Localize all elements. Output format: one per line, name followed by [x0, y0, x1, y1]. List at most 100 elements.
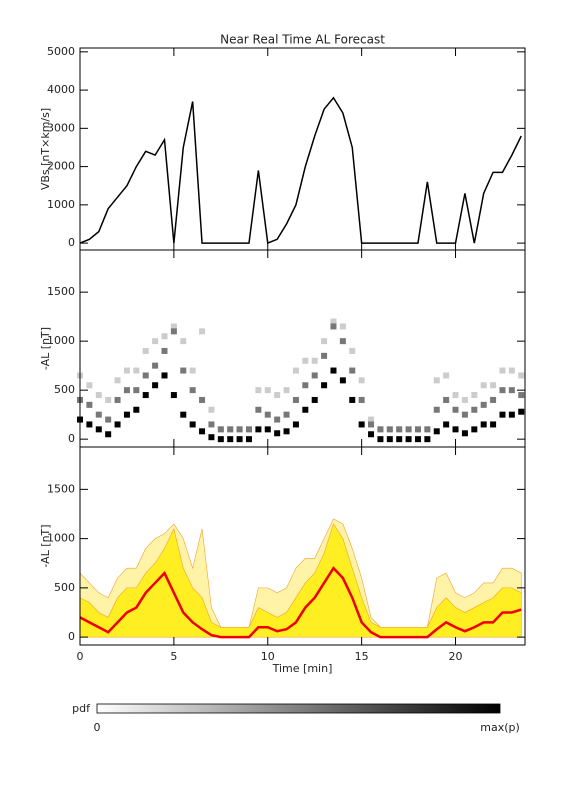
pdf-cell — [142, 347, 149, 354]
pdf-cell — [217, 436, 224, 443]
colorbar — [96, 703, 501, 714]
pdf-cell — [227, 436, 234, 443]
pdf-cell — [264, 426, 271, 433]
pdf-cell — [227, 426, 234, 433]
pdf-cell — [208, 434, 215, 441]
pdf-cell — [490, 382, 497, 389]
pdf-cell — [518, 392, 525, 399]
pdf-cell — [302, 382, 309, 389]
y-axis-label: -AL [nT] — [39, 524, 52, 567]
y-tick-label: 0 — [68, 432, 75, 445]
pdf-cell — [199, 396, 206, 403]
pdf-cell — [414, 436, 421, 443]
colorbar-max: max(p) — [480, 721, 520, 734]
colorbar-min: 0 — [94, 721, 101, 734]
pdf-cell — [405, 426, 412, 433]
pdf-cell — [330, 367, 337, 374]
pdf-cell — [358, 396, 365, 403]
pdf-cell — [349, 347, 356, 354]
pdf-cell — [142, 392, 149, 399]
pdf-cell — [208, 406, 215, 413]
pdf-cell — [274, 392, 281, 399]
pdf-cell — [255, 387, 262, 394]
pdf-cell — [443, 396, 450, 403]
pdf-cell — [105, 416, 112, 423]
pdf-cell — [114, 377, 121, 384]
pdf-cell — [152, 338, 159, 345]
pdf-cell — [424, 426, 431, 433]
pdf-cell — [330, 318, 337, 325]
pdf-cell — [339, 377, 346, 384]
pdf-cell — [405, 436, 412, 443]
x-tick-label: 15 — [355, 650, 369, 663]
pdf-cell — [292, 396, 299, 403]
pdf-cell — [142, 372, 149, 379]
pdf-cell — [433, 428, 440, 435]
pdf-cell — [86, 421, 93, 428]
x-axis-label: Time [min] — [272, 662, 333, 675]
pdf-cell — [471, 426, 478, 433]
pdf-cell — [180, 367, 187, 374]
pdf-cell — [339, 323, 346, 330]
pdf-cell — [396, 426, 403, 433]
y-tick-label: 500 — [54, 581, 75, 594]
pdf-cell — [414, 426, 421, 433]
pdf-cell — [170, 392, 177, 399]
pdf-cell — [499, 367, 506, 374]
pdf-cell — [377, 426, 384, 433]
pdf-cell — [236, 436, 243, 443]
pdf-cell — [386, 436, 393, 443]
pdf-cell — [133, 367, 140, 374]
pdf-cell — [170, 328, 177, 335]
pdf-cell — [180, 411, 187, 418]
y-axis-label: -AL [nT] — [39, 327, 52, 370]
pdf-cell — [443, 372, 450, 379]
pdf-cell — [471, 406, 478, 413]
pdf-cell — [292, 367, 299, 374]
pdf-cell — [95, 392, 102, 399]
x-tick-label: 10 — [261, 650, 275, 663]
y-tick-label: 1500 — [47, 482, 75, 495]
pdf-cell — [508, 387, 515, 394]
pdf-cell — [199, 428, 206, 435]
pdf-cell — [311, 372, 318, 379]
pdf-cell — [123, 411, 130, 418]
x-tick-label: 20 — [449, 650, 463, 663]
pdf-cell — [480, 401, 487, 408]
pdf-cell — [358, 377, 365, 384]
pdf-cell — [490, 421, 497, 428]
y-tick-label: 500 — [54, 383, 75, 396]
pdf-cell — [189, 421, 196, 428]
pdf-cell — [461, 411, 468, 418]
pdf-cell — [321, 338, 328, 345]
pdf-cell — [452, 406, 459, 413]
pdf-cell — [302, 406, 309, 413]
pdf-cell — [105, 431, 112, 438]
pdf-cell — [508, 411, 515, 418]
pdf-cell — [330, 323, 337, 330]
pdf-cell — [264, 387, 271, 394]
y-tick-label: 5000 — [47, 45, 75, 58]
pdf-cell — [114, 396, 121, 403]
pdf-cell — [274, 416, 281, 423]
x-tick-label: 5 — [170, 650, 177, 663]
pdf-cell — [161, 372, 168, 379]
chart-title: Near Real Time AL Forecast — [220, 33, 385, 47]
pdf-cell — [433, 406, 440, 413]
pdf-cell — [114, 421, 121, 428]
pdf-cell — [283, 387, 290, 394]
pdf-cell — [480, 421, 487, 428]
pdf-cell — [302, 357, 309, 364]
pdf-cell — [311, 396, 318, 403]
pdf-cell — [518, 408, 525, 415]
pdf-cell — [386, 426, 393, 433]
colorbar-label: pdf — [72, 702, 91, 715]
pdf-cell — [274, 430, 281, 437]
pdf-cell — [189, 367, 196, 374]
pdf-cell — [358, 421, 365, 428]
pdf-cell — [283, 428, 290, 435]
pdf-cell — [292, 421, 299, 428]
pdf-cell — [452, 392, 459, 399]
pdf-cell — [161, 347, 168, 354]
